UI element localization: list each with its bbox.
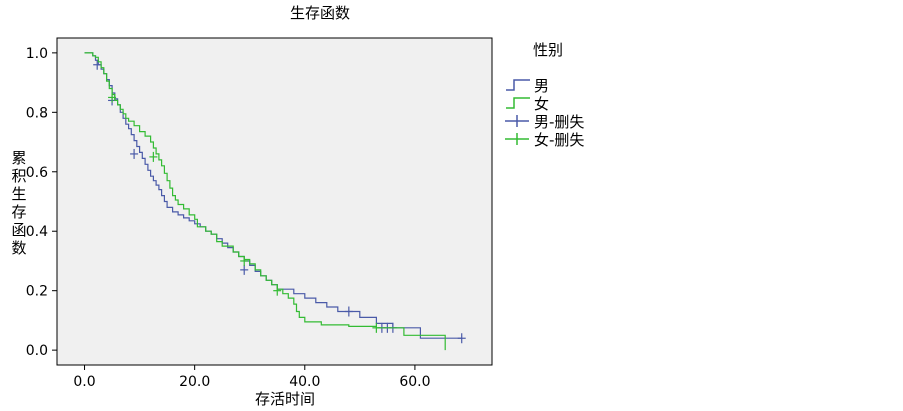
y-tick-label: 0.0 (26, 343, 48, 359)
x-axis: 0.0 20.0 40.0 60.0 (73, 365, 430, 390)
x-tick-label: 40.0 (289, 374, 320, 390)
y-axis-label-char: 数 (11, 239, 26, 257)
legend-line-swatch (506, 97, 530, 109)
y-tick-label: 1.0 (26, 46, 48, 62)
legend: 性别 男女男-删失女-删失 (505, 41, 584, 149)
legend-item: 女-删失 (505, 131, 584, 149)
y-axis-label-char: 累 (11, 149, 26, 167)
x-axis-label: 存活时间 (255, 390, 315, 408)
censor-mark-male (93, 59, 102, 70)
chart-title: 生存函数 (290, 4, 350, 22)
legend-label: 男 (534, 77, 549, 95)
legend-item: 男 (506, 77, 549, 95)
y-axis-label-char: 存 (11, 203, 26, 221)
censor-mark-male (240, 264, 249, 275)
y-tick-label: 0.2 (26, 284, 48, 300)
legend-line-swatch (506, 79, 530, 91)
legend-label: 男-删失 (534, 113, 584, 131)
y-axis-label-char: 函 (11, 221, 26, 239)
censor-mark-male (344, 306, 353, 317)
censor-mark-female (240, 255, 249, 266)
plot-area (56, 37, 493, 366)
y-axis-label-char: 生 (11, 185, 26, 203)
y-tick-label: 0.6 (26, 165, 48, 181)
censor-mark-male (130, 148, 139, 159)
x-tick-label: 20.0 (179, 374, 210, 390)
legend-title: 性别 (533, 41, 563, 59)
legend-label: 女 (534, 95, 549, 113)
x-tick-label: 60.0 (399, 374, 430, 390)
censor-mark-female (273, 285, 282, 296)
legend-item: 女 (506, 95, 549, 113)
y-tick-label: 0.4 (26, 224, 48, 240)
y-tick-label: 0.8 (26, 105, 48, 121)
censor-mark-male (457, 333, 466, 344)
legend-item: 男-删失 (505, 113, 584, 131)
y-axis-label-char: 积 (11, 167, 26, 185)
censor-mark-female (149, 151, 158, 162)
legend-label: 女-删失 (534, 131, 584, 149)
x-tick-label: 0.0 (73, 374, 95, 390)
y-axis: 0.0 0.2 0.4 0.6 0.8 1.0 (26, 46, 57, 359)
censor-mark-female (108, 92, 117, 103)
survival-curves (84, 52, 466, 351)
censor-mark-female (372, 322, 381, 333)
series-line-female (84, 52, 446, 351)
